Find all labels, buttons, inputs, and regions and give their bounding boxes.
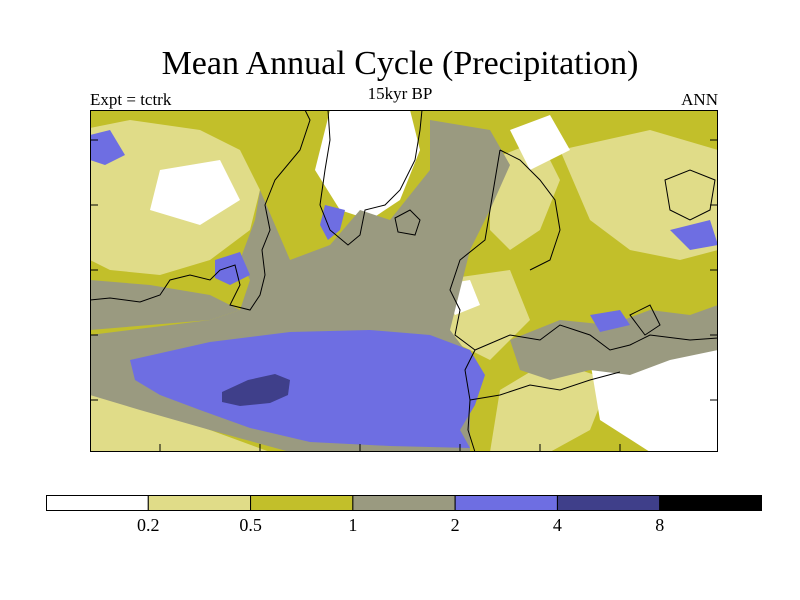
northwest-blue-strip	[90, 130, 125, 165]
coastlines	[90, 110, 718, 452]
season-label: ANN	[681, 90, 718, 109]
legend-swatch-5	[556, 495, 661, 511]
legend-swatch-2	[250, 495, 354, 511]
legend-tick-label: 0.5	[239, 515, 262, 535]
white-region-north-america	[150, 160, 240, 225]
coastline-black-sea	[664, 169, 716, 221]
legend-swatch-6	[659, 495, 762, 511]
coastline-caspian	[629, 304, 661, 336]
white-region-scandinavia	[510, 115, 570, 170]
dry-region-europe-east	[560, 130, 718, 260]
coastline-mediterranean	[474, 324, 718, 351]
coastline-iceland	[394, 209, 421, 236]
legend-swatch-0	[46, 495, 149, 511]
coastline-greenland	[319, 110, 423, 246]
coastline-north-america	[90, 110, 311, 311]
tick-bottom	[159, 444, 621, 452]
mediterranean-blue-spots	[590, 310, 630, 332]
mediterranean-grey	[510, 305, 718, 380]
legend-swatch-3	[352, 495, 456, 511]
experiment-label: Expt = tctrk	[90, 90, 172, 109]
tick-left	[90, 139, 98, 401]
color-legend	[46, 495, 762, 511]
legend-tick-label: 0.2	[137, 515, 160, 535]
legend-tick-label: 1	[348, 515, 358, 535]
legend-tick-label: 8	[655, 515, 665, 535]
map-title: Mean Annual Cycle (Precipitation)	[161, 45, 639, 82]
legend-swatch-1	[147, 495, 252, 511]
white-region-greenland	[315, 110, 420, 220]
labrador-blue-patch	[215, 252, 250, 285]
storm-track-blue	[130, 330, 485, 448]
legend-swatch-4	[454, 495, 558, 511]
storm-track-core-dark-blue	[222, 374, 290, 406]
map-frame	[90, 110, 718, 452]
axis-ticks	[90, 139, 718, 452]
tick-right	[710, 139, 718, 401]
legend-frame	[46, 495, 762, 511]
legend-tick-label: 4	[552, 515, 562, 535]
map-subtitle: 15kyr BP	[367, 84, 433, 103]
coastline-scandinavia	[499, 149, 561, 271]
north-america-grey-strip	[90, 280, 240, 330]
black-sea-blue	[670, 220, 718, 250]
legend-tick-label: 2	[450, 515, 460, 535]
precipitation-map	[90, 110, 718, 452]
coastline-africa	[469, 371, 621, 401]
greenland-coast-blue	[320, 205, 345, 240]
